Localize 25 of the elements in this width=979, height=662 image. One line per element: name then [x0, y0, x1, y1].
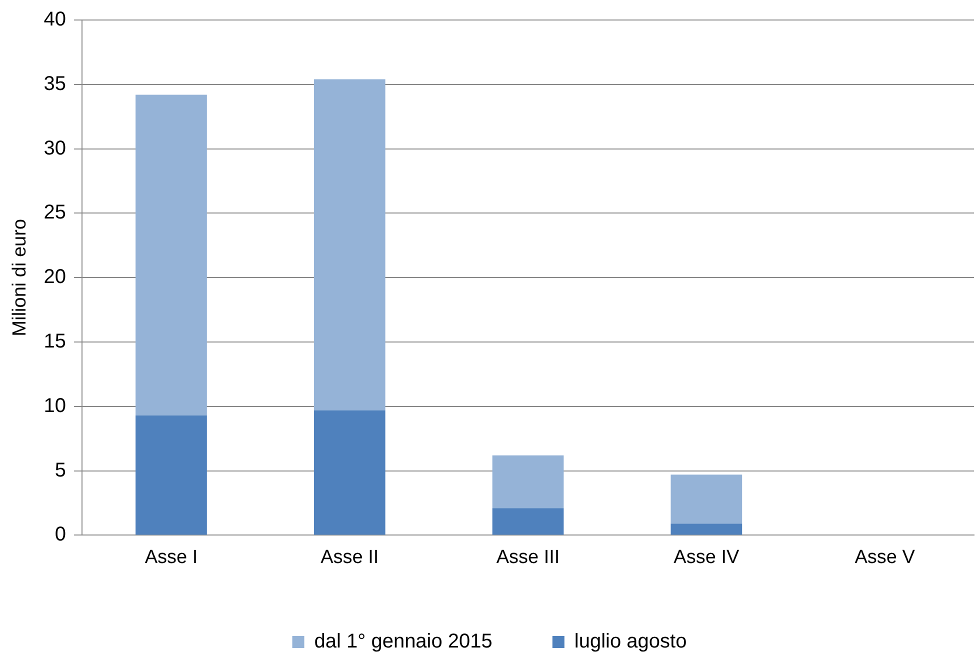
y-axis-title: Milioni di euro	[10, 218, 31, 336]
y-tick-label: 20	[44, 266, 66, 288]
bar	[136, 94, 207, 416]
y-tick-label: 5	[54, 459, 66, 482]
bar	[670, 524, 742, 535]
bar	[670, 474, 742, 524]
y-tick-label: 10	[44, 394, 66, 417]
y-tick-label: 25	[44, 202, 66, 224]
bar	[314, 410, 386, 535]
bar	[136, 415, 207, 535]
y-tick-label: 30	[44, 137, 66, 160]
x-tick-label: Asse II	[320, 546, 379, 568]
y-tick-label: 35	[44, 72, 66, 95]
x-tick-label: Asse I	[144, 546, 198, 568]
x-tick-label: Asse IV	[674, 546, 740, 568]
x-tick-label: Asse V	[854, 546, 916, 568]
bar	[492, 508, 564, 535]
y-tick-label: 0	[54, 524, 66, 546]
x-tick-label: Asse III	[496, 546, 560, 568]
bar	[492, 455, 564, 508]
legend-label: luglio agosto	[574, 630, 687, 653]
bar	[314, 79, 386, 410]
y-tick-label: 40	[44, 8, 66, 31]
legend-label: dal 1° gennaio 2015	[314, 630, 492, 653]
y-tick-label: 15	[44, 330, 66, 353]
